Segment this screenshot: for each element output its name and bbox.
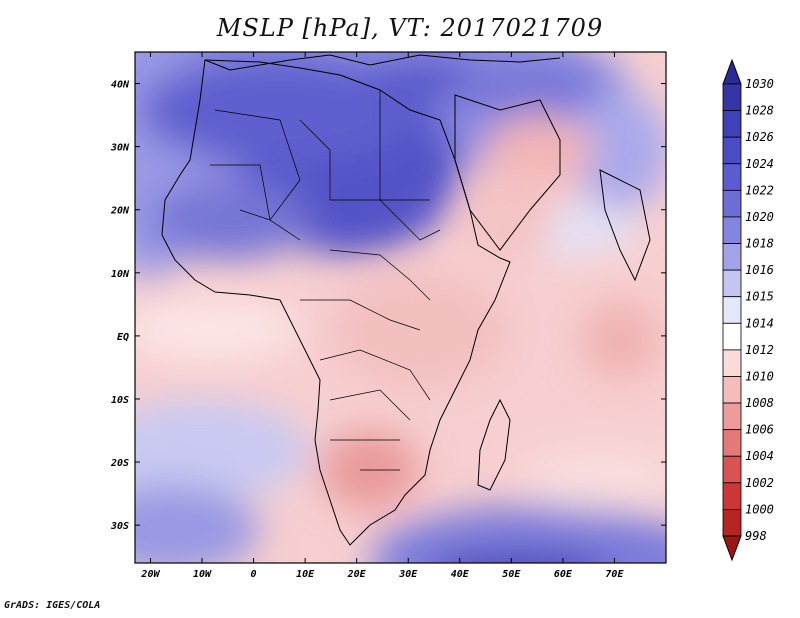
colorbar-box bbox=[722, 243, 742, 271]
colorbar-level-label: 1028 bbox=[745, 104, 774, 118]
colorbar-box bbox=[722, 83, 742, 111]
colorbar-level-label: 1008 bbox=[745, 396, 774, 410]
lon-tick-label: 30E bbox=[398, 569, 418, 580]
colorbar-level-label: 1016 bbox=[745, 263, 774, 277]
lon-tick-label: 0 bbox=[251, 569, 257, 580]
colorbar-box bbox=[722, 482, 742, 510]
lat-tick-label: 10S bbox=[111, 395, 129, 406]
lat-tick-label: 40N bbox=[111, 80, 130, 91]
india bbox=[599, 169, 651, 282]
colorbar-top-arrow bbox=[722, 58, 742, 85]
colorbar-level-label: 1020 bbox=[745, 210, 774, 224]
colorbar-box bbox=[722, 189, 742, 218]
colorbar-level-label: 1030 bbox=[745, 77, 774, 91]
colorbar-level-label: 1024 bbox=[745, 157, 774, 171]
colorbar-box bbox=[722, 429, 742, 457]
grads-credit: GrADS: IGES/COLA bbox=[4, 600, 101, 611]
colorbar: 1030 1028 1026 1024 1022 1020 1018 1016 1015 1014… bbox=[722, 58, 774, 562]
colorbar-level-label: 1014 bbox=[745, 316, 774, 330]
lon-tick-label: 60E bbox=[554, 569, 573, 580]
europe-coast bbox=[204, 54, 561, 71]
colorbar-box bbox=[722, 216, 742, 244]
colorbar-level-label: 1026 bbox=[745, 130, 774, 144]
colorbar-box bbox=[722, 296, 742, 324]
colorbar-box bbox=[722, 110, 742, 138]
arabia bbox=[454, 94, 561, 251]
lat-tick-label: 30S bbox=[110, 521, 129, 532]
lat-tick-label: EQ bbox=[117, 332, 129, 343]
colorbar-box bbox=[722, 455, 742, 484]
lon-tick-label: 10E bbox=[296, 569, 315, 580]
colorbar-level-label: 1018 bbox=[745, 237, 774, 251]
madagascar bbox=[477, 398, 511, 491]
lon-tick-label: 40E bbox=[451, 569, 470, 580]
colorbar-level-label: 1010 bbox=[745, 369, 774, 383]
colorbar-bottom-arrow bbox=[722, 535, 742, 562]
lat-tick-label: 30N bbox=[110, 143, 130, 154]
colorbar-box bbox=[722, 376, 742, 404]
colorbar-level-label: 1004 bbox=[745, 449, 774, 463]
lon-tick-label: 70E bbox=[605, 569, 624, 580]
colorbar-box bbox=[722, 322, 742, 351]
borders bbox=[210, 90, 441, 471]
lon-tick-label: 10W bbox=[193, 569, 212, 580]
latitude-axis: 40N 30N 20N 10N EQ 10S 20S 30S bbox=[110, 80, 666, 532]
colorbar-box bbox=[722, 349, 742, 377]
colorbar-box bbox=[722, 402, 742, 431]
colorbar-level-label: 998 bbox=[745, 529, 767, 543]
pressure-field bbox=[135, 52, 666, 563]
lon-tick-label: 20E bbox=[347, 569, 367, 580]
lat-tick-label: 20N bbox=[110, 206, 130, 217]
lon-tick-label: 20W bbox=[140, 569, 160, 580]
colorbar-box bbox=[722, 509, 742, 537]
colorbar-box bbox=[722, 163, 742, 191]
longitude-axis: 20W 10W 0 10E 20E 30E 40E 50E 60E 70E bbox=[140, 52, 624, 580]
map-title: MSLP [hPa], VT: 2017021709 bbox=[216, 14, 604, 42]
colorbar-level-label: 1015 bbox=[745, 290, 774, 304]
colorbar-level-label: 1012 bbox=[745, 343, 774, 357]
coastlines bbox=[161, 54, 651, 546]
colorbar-box bbox=[722, 269, 742, 298]
colorbar-level-label: 1006 bbox=[745, 423, 774, 437]
lat-tick-label: 10N bbox=[111, 269, 130, 280]
lon-tick-label: 50E bbox=[502, 569, 521, 580]
plot-frame bbox=[134, 51, 667, 564]
colorbar-level-label: 1000 bbox=[745, 502, 774, 516]
colorbar-box bbox=[722, 136, 742, 165]
colorbar-level-label: 1002 bbox=[745, 476, 774, 490]
colorbar-level-label: 1022 bbox=[745, 183, 774, 197]
lat-tick-label: 20S bbox=[110, 458, 129, 469]
